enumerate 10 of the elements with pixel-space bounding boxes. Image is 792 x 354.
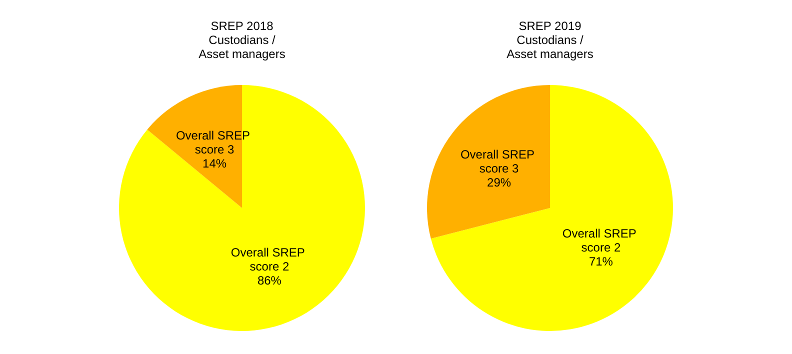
slice-label: Overall SREP score 3 <box>460 147 538 176</box>
data-label: 86% <box>257 273 282 288</box>
slice-label: Overall SREP score 2 <box>562 226 640 255</box>
data-label: 29% <box>487 175 512 190</box>
chart-title: SREP 2019 Custodians / Asset managers <box>506 19 594 61</box>
chart-title: SREP 2018 Custodians / Asset managers <box>198 19 286 61</box>
slice-label: Overall SREP score 2 <box>230 245 308 274</box>
data-label: 14% <box>202 156 227 171</box>
data-label: 71% <box>588 254 614 269</box>
slice-label: Overall SREP score 3 <box>176 128 254 157</box>
